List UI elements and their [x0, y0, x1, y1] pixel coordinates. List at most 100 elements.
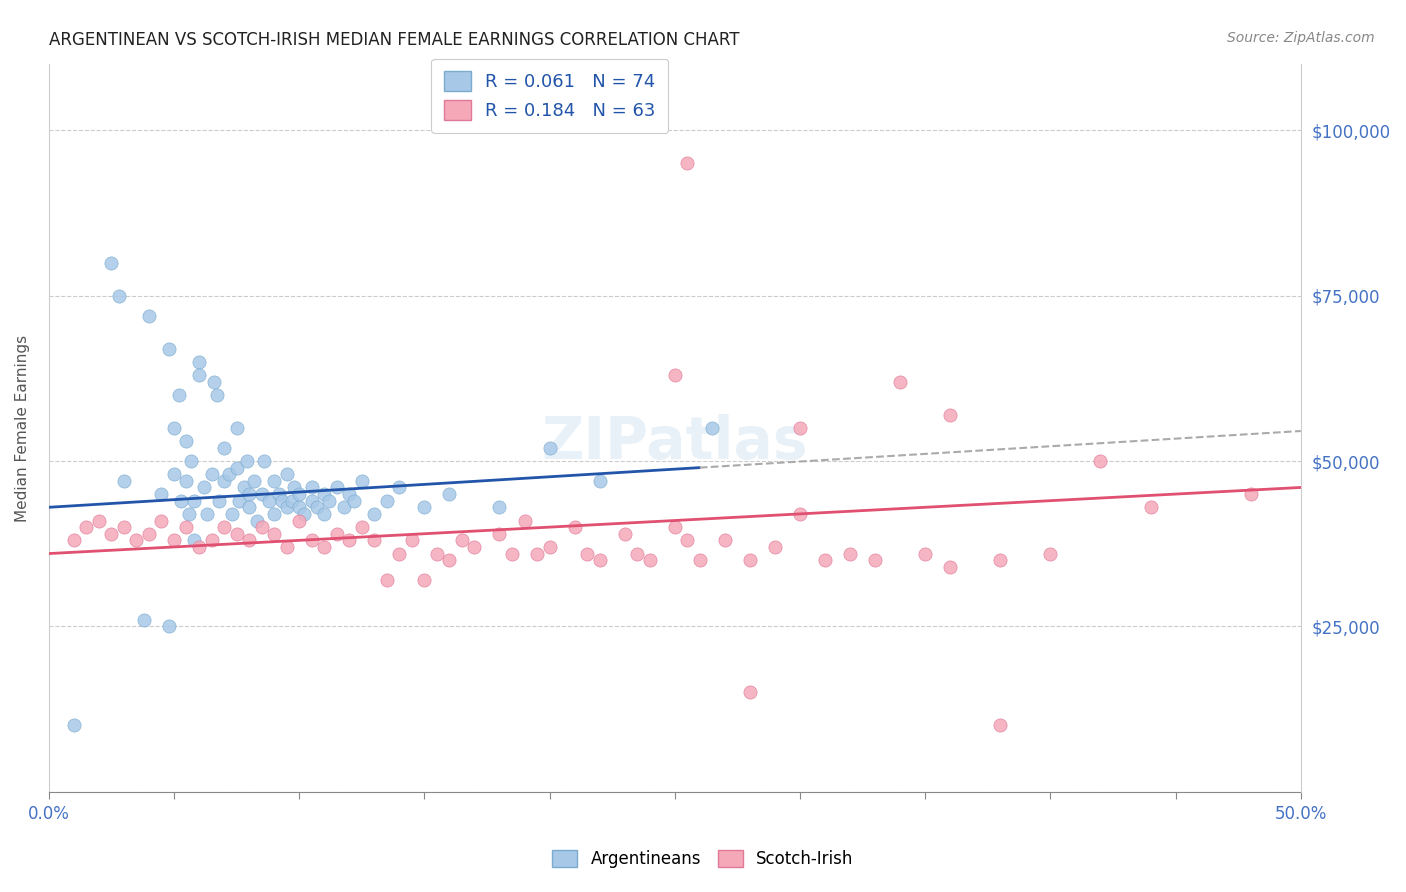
Y-axis label: Median Female Earnings: Median Female Earnings	[15, 334, 30, 522]
Point	[375, 573, 398, 587]
Point	[488, 500, 510, 515]
Point	[738, 685, 761, 699]
Point	[250, 487, 273, 501]
Point	[205, 388, 228, 402]
Point	[301, 480, 323, 494]
Text: Source: ZipAtlas.com: Source: ZipAtlas.com	[1227, 31, 1375, 45]
Point	[664, 520, 686, 534]
Point	[263, 474, 285, 488]
Point	[138, 309, 160, 323]
Point	[176, 474, 198, 488]
Point	[163, 467, 186, 482]
Point	[208, 493, 231, 508]
Point	[170, 493, 193, 508]
Point	[375, 493, 398, 508]
Point	[513, 514, 536, 528]
Point	[538, 540, 561, 554]
Point	[288, 514, 311, 528]
Point	[664, 368, 686, 382]
Point	[276, 467, 298, 482]
Point	[626, 547, 648, 561]
Point	[288, 500, 311, 515]
Point	[638, 553, 661, 567]
Point	[176, 434, 198, 449]
Point	[538, 441, 561, 455]
Point	[292, 507, 315, 521]
Point	[62, 718, 84, 732]
Point	[150, 487, 173, 501]
Point	[1090, 454, 1112, 468]
Point	[564, 520, 586, 534]
Point	[75, 520, 97, 534]
Point	[87, 514, 110, 528]
Point	[108, 289, 131, 303]
Point	[269, 487, 291, 501]
Point	[1240, 487, 1263, 501]
Point	[401, 533, 423, 548]
Point	[337, 487, 360, 501]
Point	[413, 573, 436, 587]
Point	[388, 480, 411, 494]
Point	[305, 500, 328, 515]
Point	[167, 388, 190, 402]
Point	[814, 553, 837, 567]
Point	[863, 553, 886, 567]
Point	[676, 156, 699, 170]
Point	[62, 533, 84, 548]
Point	[789, 421, 811, 435]
Point	[988, 553, 1011, 567]
Point	[218, 467, 240, 482]
Point	[343, 493, 366, 508]
Point	[100, 255, 122, 269]
Point	[439, 487, 461, 501]
Point	[350, 520, 373, 534]
Legend: Argentineans, Scotch-Irish: Argentineans, Scotch-Irish	[546, 843, 860, 875]
Point	[839, 547, 862, 561]
Point	[789, 507, 811, 521]
Point	[363, 507, 385, 521]
Point	[225, 421, 247, 435]
Point	[243, 474, 266, 488]
Point	[150, 514, 173, 528]
Point	[225, 460, 247, 475]
Point	[1139, 500, 1161, 515]
Point	[363, 533, 385, 548]
Point	[200, 533, 222, 548]
Point	[714, 533, 737, 548]
Text: ZIPatlas: ZIPatlas	[541, 414, 808, 471]
Point	[225, 526, 247, 541]
Point	[301, 533, 323, 548]
Legend: R = 0.061   N = 74, R = 0.184   N = 63: R = 0.061 N = 74, R = 0.184 N = 63	[432, 59, 668, 133]
Point	[157, 342, 180, 356]
Point	[488, 526, 510, 541]
Point	[280, 493, 302, 508]
Point	[939, 408, 962, 422]
Text: ARGENTINEAN VS SCOTCH-IRISH MEDIAN FEMALE EARNINGS CORRELATION CHART: ARGENTINEAN VS SCOTCH-IRISH MEDIAN FEMAL…	[49, 31, 740, 49]
Point	[451, 533, 474, 548]
Point	[263, 507, 285, 521]
Point	[183, 533, 205, 548]
Point	[1039, 547, 1062, 561]
Point	[588, 474, 610, 488]
Point	[276, 540, 298, 554]
Point	[177, 507, 200, 521]
Point	[325, 526, 347, 541]
Point	[233, 480, 256, 494]
Point	[188, 355, 211, 369]
Point	[318, 493, 340, 508]
Point	[270, 493, 292, 508]
Point	[333, 500, 356, 515]
Point	[702, 421, 724, 435]
Point	[176, 520, 198, 534]
Point	[125, 533, 148, 548]
Point	[238, 533, 260, 548]
Point	[250, 520, 273, 534]
Point	[202, 375, 225, 389]
Point	[526, 547, 548, 561]
Point	[200, 467, 222, 482]
Point	[439, 553, 461, 567]
Point	[163, 421, 186, 435]
Point	[112, 474, 135, 488]
Point	[188, 540, 211, 554]
Point	[988, 718, 1011, 732]
